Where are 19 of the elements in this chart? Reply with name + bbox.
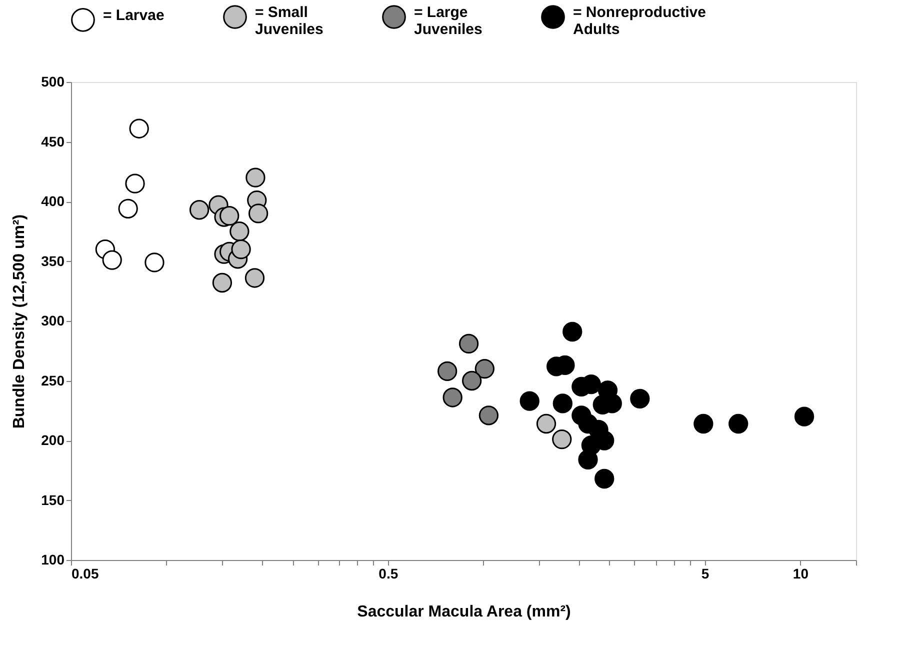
y-tick-label: 500 — [41, 74, 65, 90]
x-tick-label: 5 — [701, 566, 710, 582]
y-tick-label: 300 — [41, 312, 65, 328]
y-tick-label: 350 — [41, 252, 65, 269]
y-tick-label: 150 — [41, 492, 65, 508]
x-axis-title: Saccular Macula Area (mm²) — [357, 604, 571, 620]
x-tick-label: 10 — [792, 566, 809, 582]
x-tick-label: 0.5 — [378, 566, 398, 582]
legend-label: = Small Juveniles — [255, 4, 324, 38]
y-axis-title: Bundle Density (12,500 um²) — [11, 214, 28, 429]
legend-label: = Larvae — [103, 6, 164, 24]
x-tick-label: 0.05 — [72, 566, 99, 582]
y-tick-label: 250 — [41, 372, 65, 388]
y-tick-label: 400 — [41, 193, 65, 209]
y-tick-label: 450 — [41, 133, 65, 150]
legend-label: = Large Juveniles — [414, 4, 482, 38]
y-tick-label: 100 — [41, 552, 65, 568]
y-tick-label: 200 — [41, 432, 65, 448]
legend-label: = Nonreproductive Adults — [573, 4, 706, 38]
